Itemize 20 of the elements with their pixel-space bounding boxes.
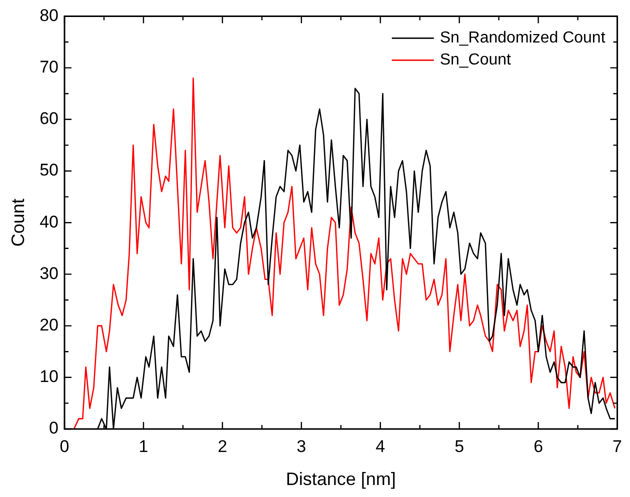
x-tick-label: 5: [454, 436, 464, 456]
y-tick-label: 60: [40, 109, 59, 128]
y-tick-label: 30: [40, 264, 59, 283]
y-axis-title: Count: [8, 198, 28, 247]
x-axis-title: Distance [nm]: [286, 469, 396, 490]
legend-label: Sn_Count: [440, 52, 512, 69]
y-tick-label: 80: [40, 6, 59, 25]
y-tick-label: 40: [40, 212, 59, 232]
y-tick-label: 20: [40, 315, 59, 334]
x-tick-label: 4: [376, 436, 386, 456]
x-tick-label: 6: [534, 436, 544, 456]
legend-label: Sn_Randomized Count: [440, 30, 606, 47]
x-tick-label: 1: [138, 436, 148, 456]
x-tick-label: 3: [296, 436, 306, 456]
y-tick-label: 10: [40, 367, 59, 386]
y-tick-label: 0: [49, 418, 59, 438]
y-tick-label: 70: [40, 57, 59, 76]
x-tick-label: 7: [612, 436, 622, 456]
y-tick-label: 50: [40, 160, 59, 180]
x-tick-label: 2: [218, 436, 228, 456]
